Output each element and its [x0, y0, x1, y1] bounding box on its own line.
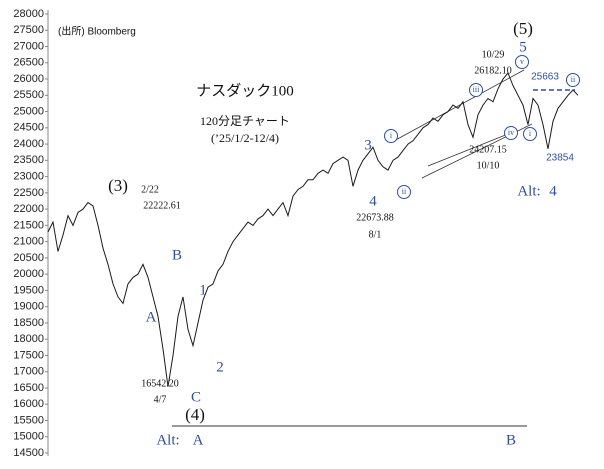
y-tick-label: 24500 — [13, 122, 44, 134]
wave-circle — [397, 185, 411, 199]
annotation: (’25/1/2-12/4) — [211, 131, 279, 145]
wave-circle — [566, 73, 580, 87]
annotation: (3) — [108, 176, 128, 195]
annotation: C — [191, 389, 201, 405]
annotation: 120分足チャート — [200, 114, 290, 128]
annotation: 4/7 — [154, 394, 167, 405]
annotation: (5) — [513, 19, 533, 38]
price-line — [47, 72, 579, 387]
annotation: (4) — [185, 405, 205, 424]
reference-label: 25663 — [531, 72, 559, 83]
y-tick-label: 26500 — [13, 57, 44, 69]
y-tick-label: 14500 — [13, 447, 44, 459]
wave-label: v — [520, 57, 524, 66]
annotation: 10/29 — [482, 49, 505, 60]
annotation: Alt: — [156, 432, 179, 448]
y-tick-label: 22500 — [13, 187, 44, 199]
y-tick-label: 16500 — [13, 382, 44, 394]
channel-middle — [427, 133, 509, 167]
annotation: B — [506, 432, 516, 448]
annotation: 5 — [519, 39, 527, 55]
y-tick-label: 25500 — [13, 89, 44, 101]
y-tick-label: 21000 — [13, 236, 44, 248]
y-tick-label: 24000 — [13, 138, 44, 150]
wave-label: i — [529, 129, 532, 138]
wave-label: i — [390, 131, 393, 140]
annotation: 22222.61 — [143, 200, 181, 211]
y-tick-label: 16000 — [13, 398, 44, 410]
annotation: 4 — [549, 183, 557, 199]
wave-circle — [523, 127, 537, 141]
annotation: 23854 — [546, 153, 574, 164]
wave-label: iii — [473, 85, 480, 94]
annotation: 3 — [364, 137, 372, 153]
y-tick-label: 19500 — [13, 284, 44, 296]
y-tick-label: 27000 — [13, 40, 44, 52]
y-tick-label: 19000 — [13, 301, 44, 313]
annotation: A — [146, 309, 157, 325]
wave-circle — [469, 83, 483, 97]
y-tick-label: 20000 — [13, 268, 44, 280]
y-tick-label: 17000 — [13, 366, 44, 378]
y-tick-label: 18000 — [13, 333, 44, 345]
y-tick-label: 22000 — [13, 203, 44, 215]
y-tick-label: 26000 — [13, 73, 44, 85]
annotation: ナスダック100 — [196, 82, 294, 99]
annotation: 1 — [199, 282, 207, 298]
y-tick-label: 15500 — [13, 414, 44, 426]
wave-label: ii — [571, 75, 576, 84]
y-tick-label: 28000 — [13, 8, 44, 20]
annotation: 8/1 — [369, 229, 382, 240]
annotation: A — [193, 432, 204, 448]
y-tick-label: 25000 — [13, 105, 44, 117]
annotation: 24207.15 — [469, 144, 507, 155]
y-tick-label: 21500 — [13, 219, 44, 231]
annotation: 2/22 — [141, 184, 159, 195]
annotation: B — [172, 247, 182, 263]
annotation: 26182.10 — [474, 65, 512, 76]
annotation: 22673.88 — [356, 212, 394, 223]
wave-circle — [504, 126, 518, 140]
y-tick-label: 17500 — [13, 349, 44, 361]
annotation: 10/10 — [477, 160, 500, 171]
annotation: Alt: — [517, 183, 540, 199]
wave-label: iv — [508, 128, 514, 137]
y-tick-label: 23000 — [13, 170, 44, 182]
wave-circle — [384, 129, 398, 143]
annotation: 2 — [216, 359, 224, 375]
wave-circle — [515, 55, 529, 69]
annotation: (出所) Bloomberg — [58, 25, 136, 38]
y-tick-label: 18500 — [13, 317, 44, 329]
y-tick-label: 20500 — [13, 252, 44, 264]
annotation: 16542.20 — [141, 378, 179, 389]
y-tick-label: 23500 — [13, 154, 44, 166]
wave-label: ii — [402, 187, 407, 196]
annotation: 4 — [369, 193, 377, 209]
y-tick-label: 27500 — [13, 24, 44, 36]
y-tick-label: 15000 — [13, 431, 44, 443]
